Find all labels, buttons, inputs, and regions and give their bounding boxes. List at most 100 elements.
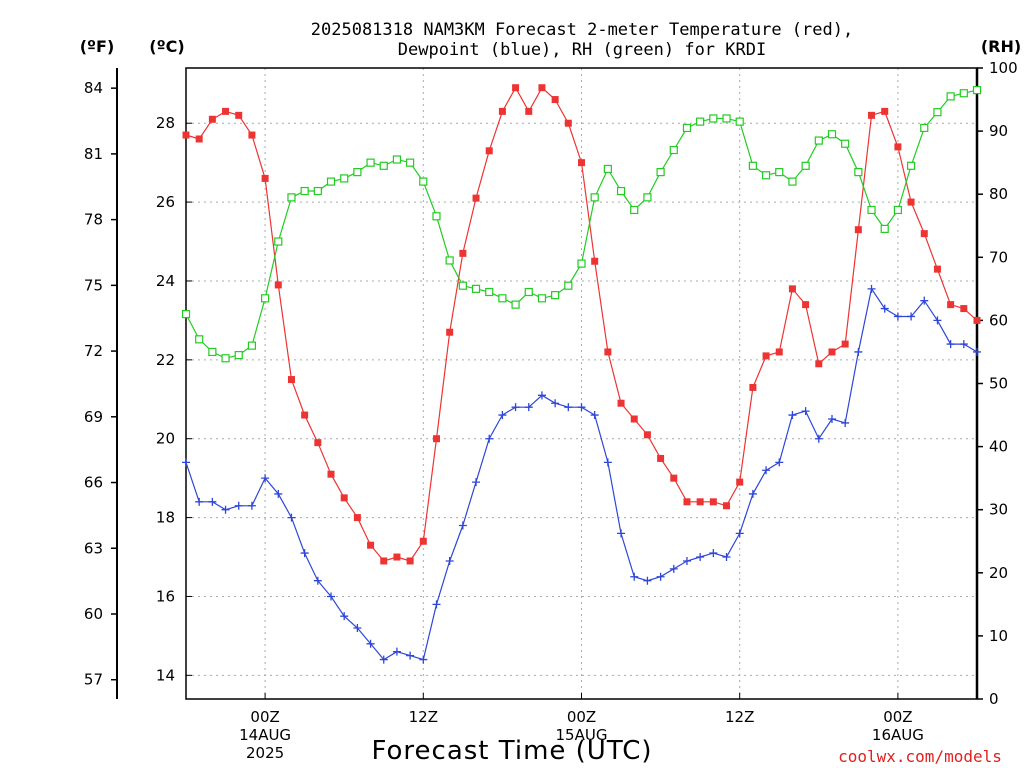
rh-point: [234, 351, 243, 360]
rh-tick-label: 90: [989, 122, 1008, 140]
dewpoint-point: [669, 564, 678, 573]
dewpoint-point: [643, 576, 652, 585]
temperature-point: [749, 383, 757, 391]
dewpoint-point: [682, 556, 691, 565]
celsius-tick-label: 16: [156, 587, 175, 605]
rh-point: [287, 193, 296, 202]
x-tick-label: 00Z: [250, 708, 279, 726]
temperature-point: [630, 415, 638, 423]
dewpoint-point: [959, 340, 968, 349]
dewpoint-point: [920, 296, 929, 305]
rh-point: [788, 177, 797, 186]
fahrenheit-tick-label: 78: [84, 211, 103, 229]
rh-point: [590, 193, 599, 202]
rh-point: [933, 108, 942, 117]
temperature-point: [578, 159, 585, 167]
rh-point: [300, 186, 309, 196]
temperature-point: [261, 174, 269, 182]
temperature-point: [208, 115, 216, 123]
temperature-point: [894, 143, 902, 151]
dewpoint-point: [485, 434, 494, 443]
dewpoint-point: [445, 556, 454, 565]
dewpoint-point: [221, 505, 230, 514]
rh-tick-label: 10: [989, 627, 1008, 645]
dewpoint-point: [590, 411, 599, 420]
rh-point: [761, 171, 771, 180]
temperature-point: [485, 147, 493, 155]
dewpoint-point: [893, 312, 902, 321]
temperature-point: [235, 111, 243, 119]
dewpoint-point: [603, 458, 612, 467]
dewpoint-point: [261, 474, 270, 483]
temperature-point: [406, 557, 414, 565]
temperature-point: [472, 194, 480, 202]
rh-point: [313, 186, 322, 196]
dewpoint-point: [432, 600, 441, 609]
rh-point: [326, 177, 336, 186]
rh-point: [946, 92, 955, 101]
rh-point: [406, 158, 415, 167]
dewpoint-point: [709, 549, 718, 558]
temperature-point: [657, 454, 665, 462]
dewpoint-point: [933, 316, 942, 325]
temperature-point: [762, 352, 770, 360]
rh-point: [906, 161, 916, 170]
dewpoint-point: [801, 407, 810, 416]
temperature-point: [195, 135, 203, 143]
series-dewpoint: [182, 284, 981, 664]
rh-tick-label: 50: [989, 375, 1008, 393]
rh-point: [920, 123, 929, 133]
dewpoint-point: [353, 624, 362, 633]
temperature-point: [380, 557, 388, 565]
dewpoint-point: [366, 639, 375, 648]
rh-point: [656, 168, 665, 177]
dewpoint-point: [735, 529, 744, 538]
rh-point: [353, 168, 362, 177]
rh-tick-label: 30: [989, 501, 1008, 519]
rh-tick-label: 60: [989, 311, 1008, 329]
dewpoint-point: [458, 521, 467, 530]
x-tick-label: 00Z: [567, 708, 596, 726]
dewpoint-point: [973, 347, 981, 356]
temperature-point: [274, 281, 282, 289]
rh-point: [603, 164, 612, 174]
celsius-unit-label: (ºC): [149, 37, 184, 56]
temperature-point: [933, 265, 941, 273]
rh-point: [208, 347, 217, 357]
fahrenheit-tick-label: 60: [84, 605, 103, 623]
rh-point: [392, 155, 402, 164]
x-tick-label: 15AUG: [556, 726, 608, 744]
temperature-point: [854, 226, 862, 234]
dewpoint-point: [313, 576, 322, 585]
dewpoint-point: [247, 501, 256, 510]
fahrenheit-tick-label: 75: [84, 276, 103, 294]
temperature-point: [314, 439, 322, 447]
rh-point: [485, 287, 494, 297]
rh-point: [709, 114, 718, 123]
dewpoint-point: [340, 612, 349, 621]
temperature-point: [446, 328, 454, 336]
rh-point: [880, 224, 889, 234]
x-tick-label: 2025: [246, 744, 284, 762]
temperature-point: [960, 305, 968, 313]
temperature-point: [564, 119, 572, 127]
x-tick-label: 12Z: [409, 708, 438, 726]
temperature-point: [736, 478, 744, 486]
dewpoint-point: [630, 572, 639, 581]
rh-point: [867, 205, 876, 215]
rh-point: [471, 284, 481, 293]
temperature-point: [604, 348, 612, 356]
rh-tick-label: 0: [989, 690, 999, 708]
rh-point: [419, 177, 428, 186]
rh-point: [445, 256, 454, 265]
rh-point: [458, 281, 467, 290]
celsius-tick-label: 28: [156, 114, 175, 132]
rh-point: [748, 161, 757, 170]
rh-point: [340, 174, 349, 183]
temperature-point: [525, 107, 533, 115]
temperature-point: [788, 285, 796, 293]
temperature-point: [920, 230, 928, 238]
temperature-point: [841, 340, 849, 348]
rh-point: [577, 259, 586, 268]
temperature-point: [353, 514, 361, 522]
